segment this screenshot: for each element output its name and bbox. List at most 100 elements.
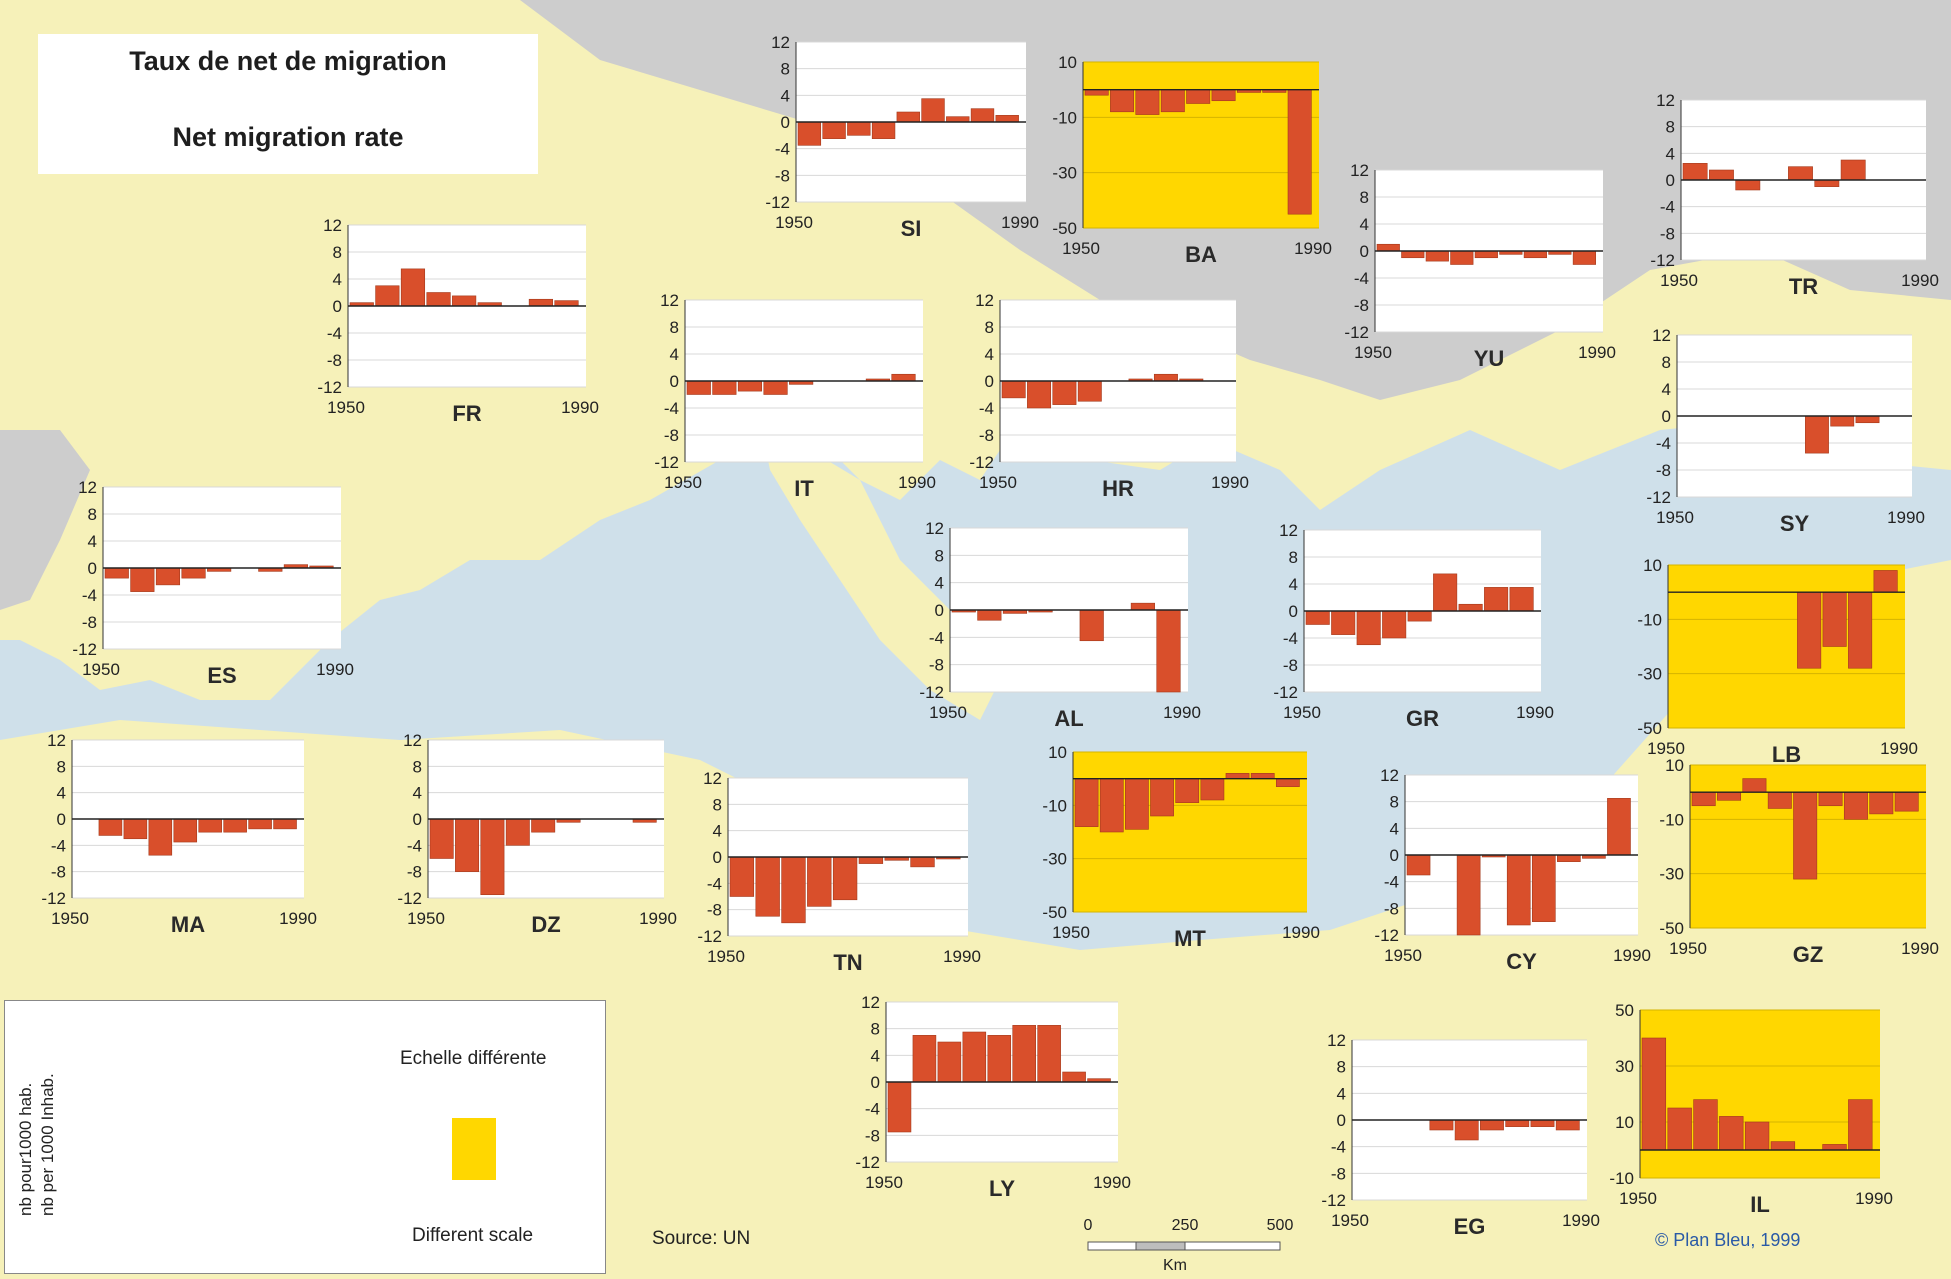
y-tick-label: -30 [1637,665,1662,684]
bar [1084,89,1109,96]
country-code-label: GR [1406,706,1439,731]
bar [1305,610,1330,625]
y-tick-label: 12 [1652,326,1671,345]
y-tick-label: -12 [41,889,66,908]
bar [1382,610,1407,639]
y-tick-label: 8 [1662,353,1671,372]
bar [1840,159,1866,181]
y-tick-label: -12 [397,889,422,908]
bar [1894,791,1919,812]
country-code-label: EG [1454,1214,1486,1239]
y-tick-label: -50 [1052,219,1077,238]
x-end-label: 1990 [1880,739,1918,758]
y-tick-label: 4 [1662,380,1671,399]
x-end-label: 1990 [898,473,936,492]
y-tick-label: -8 [407,863,422,882]
y-tick-label: 0 [1390,846,1399,865]
y-tick-label: 12 [1656,91,1675,110]
y-tick-label: -10 [1609,1169,1634,1188]
y-tick-label: 0 [871,1073,880,1092]
y-tick-label: 10 [1058,53,1077,72]
y-tick-label: -30 [1042,850,1067,869]
x-end-label: 1990 [1093,1173,1131,1192]
y-tick-label: 8 [985,318,994,337]
x-start-label: 1950 [1384,946,1422,965]
bar [1523,250,1547,259]
y-tick-label: 4 [713,822,722,841]
copyright-label: © Plan Bleu, 1999 [1655,1230,1801,1250]
y-tick-label: -10 [1042,796,1067,815]
y-tick-label: -12 [1344,323,1369,342]
scale-bar: 0 250 500 Km [1084,1218,1294,1274]
country-code-label: HR [1102,476,1134,501]
bar [1250,773,1275,779]
x-end-label: 1990 [1901,271,1939,290]
bar [173,818,198,843]
y-tick-label: -8 [51,863,66,882]
source-label: Source: UN [652,1228,751,1249]
y-tick-label: -8 [1660,224,1675,243]
title-french: Taux de net de migration [129,46,447,76]
bar [729,856,755,897]
y-tick-label: 12 [660,291,679,310]
country-code-label: DZ [531,912,560,937]
x-end-label: 1990 [1562,1211,1600,1230]
bar [1458,603,1483,612]
y-tick-label: 8 [1289,548,1298,567]
bar [1376,243,1400,252]
bar [1667,1107,1692,1151]
y-tick-label: 12 [403,731,422,750]
y-tick-label: 12 [1350,161,1369,180]
y-tick-label: 12 [975,291,994,310]
bar [1822,591,1847,647]
bar [891,373,916,382]
y-tick-label: -12 [855,1153,880,1172]
legend-different-scale-fr: Echelle différente [400,1048,547,1069]
y-tick-label: -12 [654,453,679,472]
y-tick-label: 4 [1289,575,1298,594]
bar [1429,1119,1454,1131]
bar [1805,415,1829,454]
bar [1275,778,1300,787]
bar [1160,89,1185,113]
bar [104,567,129,579]
y-tick-label: -12 [1273,683,1298,702]
bar [1848,1099,1873,1151]
bar [847,121,871,136]
y-tick-label: -8 [865,1126,880,1145]
x-start-label: 1950 [1062,239,1100,258]
bar [505,818,530,846]
bar [1077,380,1102,402]
country-code-label: ES [207,663,236,688]
x-start-label: 1950 [1331,1211,1369,1230]
bar [248,818,272,830]
x-end-label: 1990 [316,660,354,679]
y-tick-label: -8 [82,613,97,632]
x-start-label: 1950 [82,660,120,679]
bar [1682,163,1708,181]
x-end-label: 1990 [1516,703,1554,722]
y-tick-label: -12 [317,378,342,397]
y-tick-label: 0 [413,810,422,829]
bar [1433,573,1458,612]
legend-different-scale-en: Different scale [412,1225,534,1246]
country-code-label: SY [1780,511,1810,536]
y-tick-label: 4 [413,784,422,803]
y-tick-label: -4 [327,324,342,343]
bar [1848,591,1873,669]
bar [995,115,1019,123]
country-code-label: MA [171,912,205,937]
country-code-label: LY [989,1176,1015,1201]
y-tick-label: 0 [935,601,944,620]
